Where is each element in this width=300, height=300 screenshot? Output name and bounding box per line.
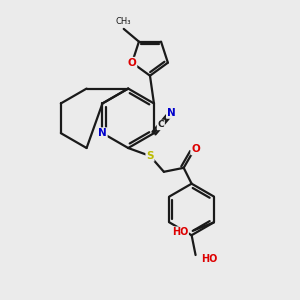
Text: CH₃: CH₃ [116, 17, 131, 26]
Text: S: S [146, 151, 154, 161]
Text: O: O [191, 144, 200, 154]
Text: O: O [128, 58, 136, 68]
Text: HO: HO [172, 227, 188, 237]
Text: N: N [98, 128, 107, 138]
Text: C: C [158, 121, 164, 130]
Text: N: N [167, 108, 176, 118]
Text: HO: HO [202, 254, 218, 264]
